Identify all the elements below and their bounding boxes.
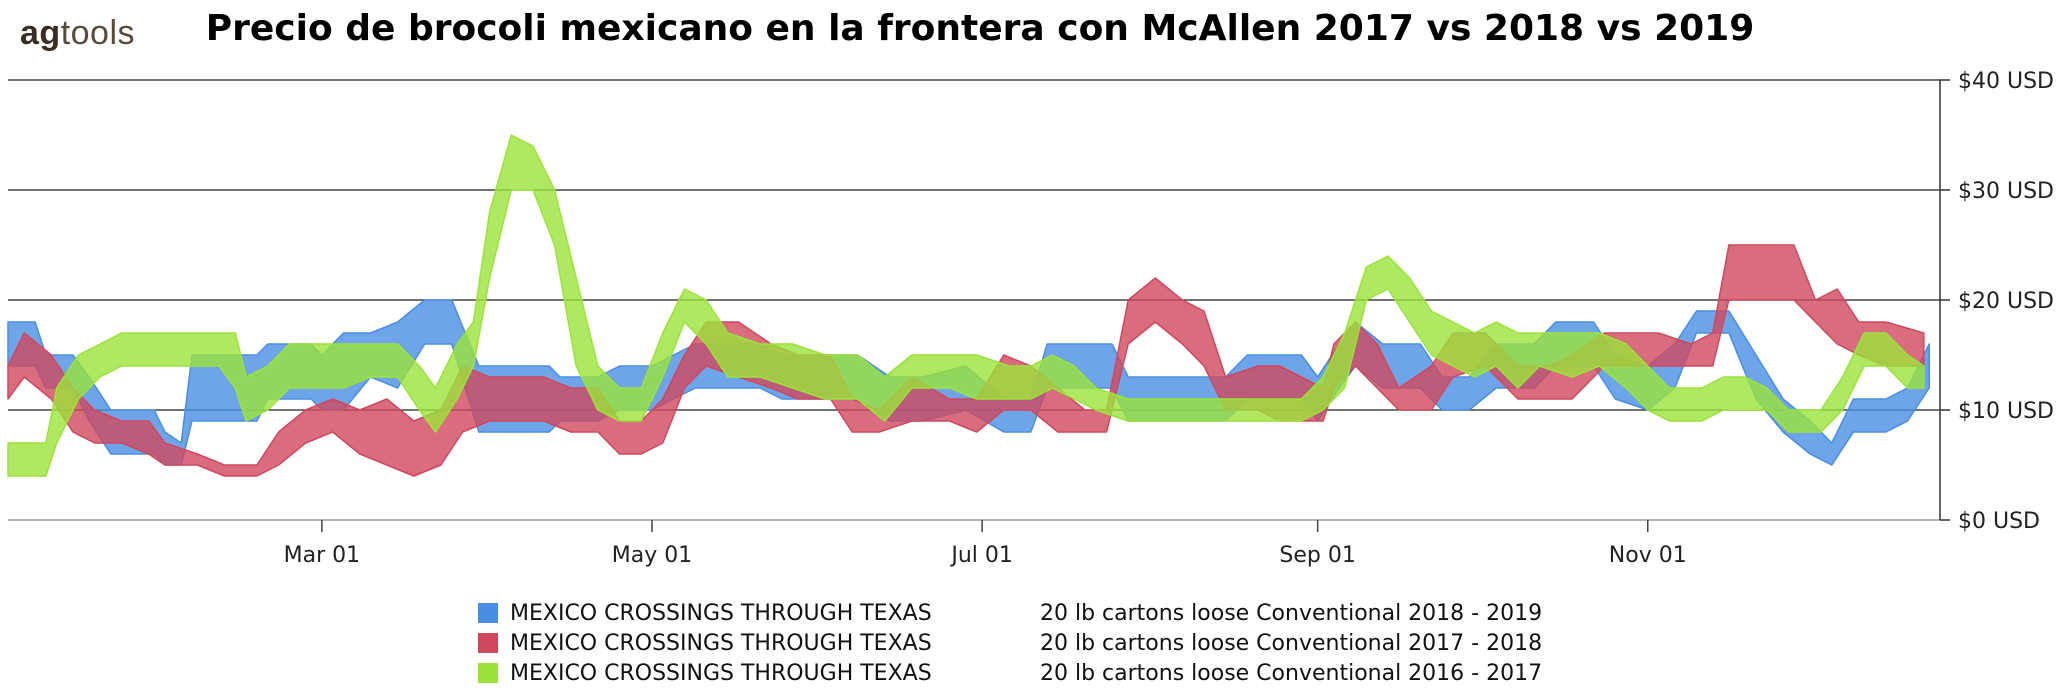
series-area-2[interactable]: [7, 134, 1925, 477]
legend-swatch: [478, 663, 498, 683]
legend-region: MEXICO CROSSINGS THROUGH TEXAS: [510, 600, 932, 626]
x-tick-label: May 01: [612, 543, 692, 568]
legend-region: MEXICO CROSSINGS THROUGH TEXAS: [510, 630, 932, 656]
x-tick-label: Jul 01: [949, 543, 1013, 568]
gridlines: [8, 79, 1940, 521]
legend-region: MEXICO CROSSINGS THROUGH TEXAS: [510, 660, 932, 686]
legend-series-name: 20 lb cartons loose Conventional 2017 - …: [1040, 630, 1543, 656]
legend-series-name: 20 lb cartons loose Conventional 2016 - …: [1040, 660, 1543, 686]
axes: $0 USD $10 USD $20 USD $30 USD $40 USD Mar 01…: [284, 69, 2054, 568]
x-tick-label: Sep 01: [1279, 543, 1355, 568]
chart-title: Precio de brocoli mexicano en la fronter…: [205, 8, 1755, 49]
legend-item-2016-2017[interactable]: MEXICO CROSSINGS THROUGH TEXAS 20 lb car…: [478, 658, 1542, 688]
legend: MEXICO CROSSINGS THROUGH TEXAS 20 lb car…: [478, 598, 1542, 688]
legend-swatch: [478, 603, 498, 623]
legend-series-name: 20 lb cartons loose Conventional 2018 - …: [1040, 600, 1543, 626]
agtools-logo: agtools: [20, 14, 136, 52]
y-tick-label: $10 USD: [1958, 399, 2054, 424]
x-tick-label: Nov 01: [1609, 543, 1687, 568]
y-tick-label: $20 USD: [1958, 289, 2054, 314]
legend-item-2017-2018[interactable]: MEXICO CROSSINGS THROUGH TEXAS 20 lb car…: [478, 628, 1542, 658]
legend-swatch: [478, 633, 498, 653]
y-tick-label: $40 USD: [1958, 69, 2054, 94]
y-tick-label: $30 USD: [1958, 179, 2054, 204]
series-areas: [7, 134, 1930, 477]
y-tick-label: $0 USD: [1958, 509, 2040, 534]
legend-item-2018-2019[interactable]: MEXICO CROSSINGS THROUGH TEXAS 20 lb car…: [478, 598, 1542, 628]
x-tick-label: Mar 01: [284, 543, 361, 568]
